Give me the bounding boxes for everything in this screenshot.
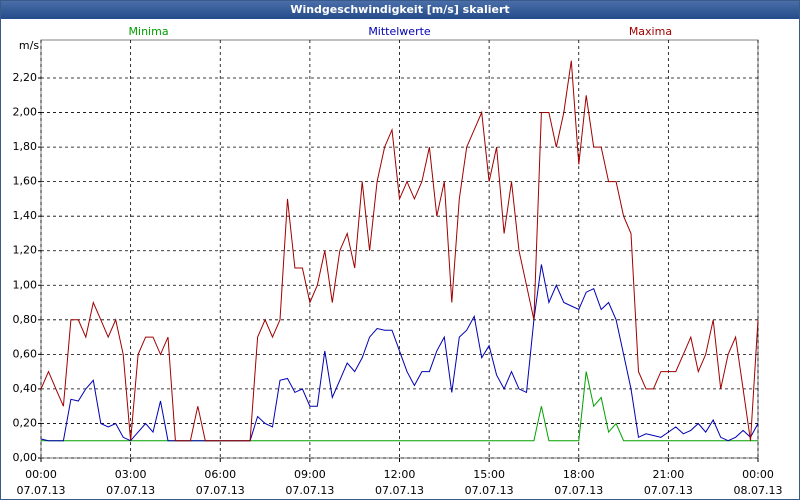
series-line (40, 264, 759, 442)
x-tick-label: 00:00 (742, 468, 774, 481)
y-tick-label: 0,00 (13, 451, 38, 464)
x-tick-date: 07.07.13 (106, 484, 155, 497)
x-tick-label: 21:00 (653, 468, 685, 481)
x-tick-label: 15:00 (473, 468, 505, 481)
window-title: Windgeschwindigkeit [m/s] skaliert (1, 1, 799, 19)
y-tick-label: 1,40 (13, 209, 38, 222)
chart: m/s 0,00 0,20 0,40 0,60 0,80 1,00 1,20 1,40 1,60… (13, 25, 783, 497)
x-tick-date: 08.07.13 (734, 484, 783, 497)
y-tick-label: 0,60 (13, 347, 38, 360)
y-tick-label: 0,20 (13, 416, 38, 429)
x-tick-label: 09:00 (294, 468, 326, 481)
x-tick-label: 12:00 (384, 468, 416, 481)
y-tick-label: 1,20 (13, 244, 38, 257)
legend-entry: Minima (129, 25, 169, 38)
x-tick-label: 06:00 (204, 468, 236, 481)
x-tick-date: 07.07.13 (375, 484, 424, 497)
x-tick-date: 07.07.13 (465, 484, 514, 497)
x-tick-label: 18:00 (563, 468, 595, 481)
y-axis-label: m/s (19, 39, 39, 52)
y-tick-label: 2,00 (13, 106, 38, 119)
legend-entry: Mittelwerte (368, 25, 431, 38)
x-tick-date: 07.07.13 (285, 484, 334, 497)
y-tick-label: 1,00 (13, 278, 38, 291)
x-tick-label: 03:00 (115, 468, 147, 481)
x-tick-date: 07.07.13 (196, 484, 245, 497)
x-tick-date: 07.07.13 (17, 484, 66, 497)
series-line (41, 371, 758, 442)
y-tick-label: 0,80 (13, 313, 38, 326)
y-tick-label: 0,40 (13, 382, 38, 395)
x-tick-date: 07.07.13 (644, 484, 693, 497)
legend-entry: Maxima (629, 25, 672, 38)
x-tick-label: 00:00 (25, 468, 57, 481)
series-line (40, 60, 759, 442)
y-tick-label: 1,60 (13, 175, 38, 188)
x-tick-date: 07.07.13 (554, 484, 603, 497)
y-tick-label: 2,20 (13, 71, 38, 84)
y-tick-label: 1,80 (13, 140, 38, 153)
